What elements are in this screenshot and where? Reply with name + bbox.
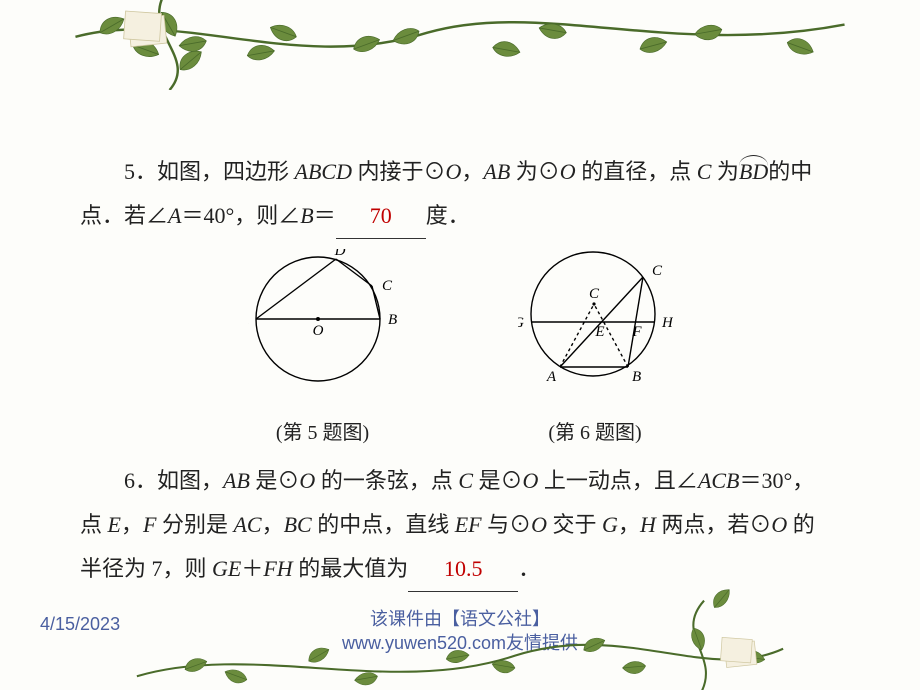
figure-5-svg: A B D C O: [248, 249, 398, 394]
q5-O1: O: [445, 159, 461, 184]
q6-t7: 的中点，直线: [312, 512, 455, 537]
q6-l2: 点: [80, 512, 108, 537]
q6-t9: 交于: [547, 512, 602, 537]
svg-text:C: C: [382, 278, 393, 294]
q6-H: H: [640, 512, 656, 537]
q6-ac: AC: [233, 512, 261, 537]
q5-blank: 70: [336, 194, 426, 239]
svg-text:O: O: [312, 323, 323, 339]
q6-l3a: 半径为 7，则: [80, 556, 212, 581]
q5-t5: 为: [711, 159, 739, 184]
q6-t3: 是⊙: [473, 468, 523, 493]
footer-line1: 该课件由【语文公社】: [0, 608, 920, 631]
question-6-line2: 点 E，F 分别是 AC，BC 的中点，直线 EF 与⊙O 交于 G，H 两点，…: [80, 503, 840, 547]
q5-O2: O: [560, 159, 576, 184]
q6-t11: 的: [787, 512, 815, 537]
q5-l2a: 点．若∠: [80, 203, 168, 228]
q5-answer: 70: [370, 203, 392, 228]
q5-eq: ＝40°，则∠: [181, 203, 300, 228]
question-5-line1: 5．如图，四边形 ABCD 内接于⊙O，AB 为⊙O 的直径，点 C 为BD的中: [80, 150, 840, 194]
q5-t4: 的直径，点: [576, 159, 697, 184]
q6-O1: O: [299, 468, 315, 493]
q6-fh: FH: [263, 556, 292, 581]
q6-c1: ，: [121, 512, 143, 537]
svg-text:C: C: [588, 286, 599, 302]
q6-ef: EF: [455, 512, 482, 537]
q6-t10: 两点，若⊙: [656, 512, 772, 537]
q6-acb: ACB: [698, 468, 740, 493]
q6-answer: 10.5: [444, 556, 483, 581]
svg-text:D: D: [333, 249, 345, 259]
question-5-line2: 点．若∠A＝40°，则∠B＝ 70 度．: [80, 194, 840, 239]
svg-text:F: F: [631, 324, 642, 340]
q6-bc: BC: [284, 512, 312, 537]
svg-text:A: A: [545, 369, 556, 385]
q5-t6: 的中: [768, 159, 812, 184]
decor-top: [0, 0, 920, 90]
q6-O4: O: [771, 512, 787, 537]
q6-plus: ＋: [241, 556, 263, 581]
q6-ab: AB: [223, 468, 250, 493]
question-6-line1: 6．如图，AB 是⊙O 的一条弦，点 C 是⊙O 上一动点，且∠ACB＝30°，: [80, 459, 840, 503]
q6-O2: O: [523, 468, 539, 493]
q6-t4: 上一动点，且∠: [538, 468, 698, 493]
q6-t12: 的最大值为: [293, 556, 409, 581]
figure-6: G H A B C C E F (第 6 题图): [518, 249, 673, 453]
figure-5-caption: (第 5 题图): [248, 413, 398, 453]
q6-G: G: [602, 512, 618, 537]
q6-t2: 的一条弦，点: [315, 468, 458, 493]
svg-text:G: G: [518, 315, 524, 331]
q6-O3: O: [531, 512, 547, 537]
q6-c3: ，: [618, 512, 640, 537]
q6-t5: ＝30°，: [740, 468, 815, 493]
q6-F: F: [143, 512, 156, 537]
q5-A: A: [168, 203, 181, 228]
svg-text:H: H: [661, 315, 673, 331]
q6-blank: 10.5: [408, 547, 518, 592]
q5-t2: ，: [461, 159, 483, 184]
svg-text:E: E: [594, 324, 604, 340]
q6-t1: 是⊙: [250, 468, 300, 493]
q5-arc-bd: BD: [739, 159, 768, 184]
figure-6-svg: G H A B C C E F: [518, 249, 673, 394]
content-area: 5．如图，四边形 ABCD 内接于⊙O，AB 为⊙O 的直径，点 C 为BD的中…: [80, 150, 840, 592]
svg-text:C: C: [652, 263, 663, 279]
svg-text:B: B: [632, 369, 641, 385]
svg-text:A: A: [248, 312, 249, 328]
slide-footer: 该课件由【语文公社】 www.yuwen520.com友情提供: [0, 608, 920, 655]
figure-5: A B D C O (第 5 题图): [248, 249, 398, 453]
q5-C: C: [697, 159, 712, 184]
figure-6-caption: (第 6 题图): [518, 413, 673, 453]
q6-t6: 分别是: [156, 512, 233, 537]
q6-suffix: ．: [518, 556, 540, 581]
footer-line2: www.yuwen520.com友情提供: [0, 632, 920, 655]
q5-t3: 为⊙: [510, 159, 560, 184]
q5-suffix: 度．: [426, 203, 470, 228]
q5-ab: AB: [483, 159, 510, 184]
q6-ge: GE: [212, 556, 241, 581]
question-6-line3: 半径为 7，则 GE＋FH 的最大值为 10.5 ．: [80, 547, 840, 592]
q5-abcd: ABCD: [295, 159, 352, 184]
q5-B: B: [300, 203, 313, 228]
q6-E: E: [108, 512, 121, 537]
q5-t1: 内接于⊙: [352, 159, 446, 184]
q5-eq2: ＝: [314, 203, 336, 228]
q6-c2: ，: [262, 512, 284, 537]
q6-t8: 与⊙: [482, 512, 532, 537]
q6-C: C: [458, 468, 473, 493]
svg-text:B: B: [388, 312, 397, 328]
figures-row: A B D C O (第 5 题图) G H A B C C E F (第 6 题图): [80, 249, 840, 453]
q6-prefix: 6．如图，: [124, 468, 223, 493]
q5-text: 5．如图，四边形: [124, 159, 295, 184]
